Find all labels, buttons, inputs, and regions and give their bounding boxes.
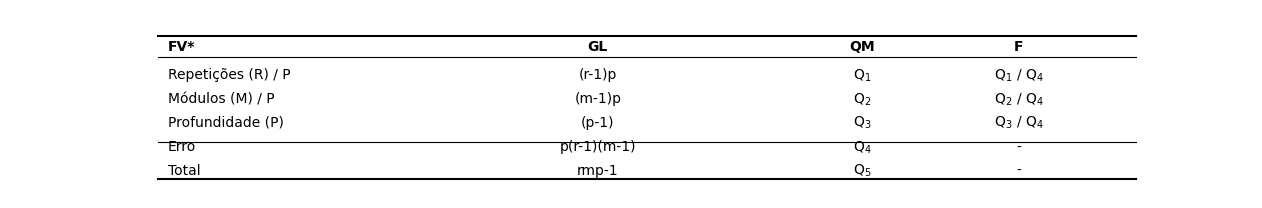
Text: (r-1)p: (r-1)p: [579, 68, 617, 82]
Text: Profundidade (P): Profundidade (P): [168, 116, 284, 130]
Text: Q$_5$: Q$_5$: [853, 162, 871, 179]
Text: FV*: FV*: [168, 40, 194, 54]
Text: (p-1): (p-1): [581, 116, 615, 130]
Text: F: F: [1013, 40, 1023, 54]
Text: -: -: [1016, 140, 1021, 155]
Text: Q$_1$ / Q$_4$: Q$_1$ / Q$_4$: [993, 67, 1044, 84]
Text: Q$_2$ / Q$_4$: Q$_2$ / Q$_4$: [993, 91, 1044, 108]
Text: Erro: Erro: [168, 140, 196, 155]
Text: QM: QM: [849, 40, 875, 54]
Text: (m-1)p: (m-1)p: [574, 92, 621, 106]
Text: rmp-1: rmp-1: [577, 164, 618, 178]
Text: Q$_2$: Q$_2$: [853, 91, 871, 108]
Text: p(r-1)(m-1): p(r-1)(m-1): [559, 140, 636, 155]
Text: Q$_3$: Q$_3$: [853, 114, 871, 131]
Text: Total: Total: [168, 164, 201, 178]
Text: -: -: [1016, 164, 1021, 178]
Text: Q$_4$: Q$_4$: [853, 139, 871, 156]
Text: Repetições (R) / P: Repetições (R) / P: [168, 68, 290, 82]
Text: Q$_3$ / Q$_4$: Q$_3$ / Q$_4$: [993, 114, 1044, 131]
Text: Q$_1$: Q$_1$: [853, 67, 871, 84]
Text: Módulos (M) / P: Módulos (M) / P: [168, 92, 274, 106]
Text: GL: GL: [588, 40, 608, 54]
